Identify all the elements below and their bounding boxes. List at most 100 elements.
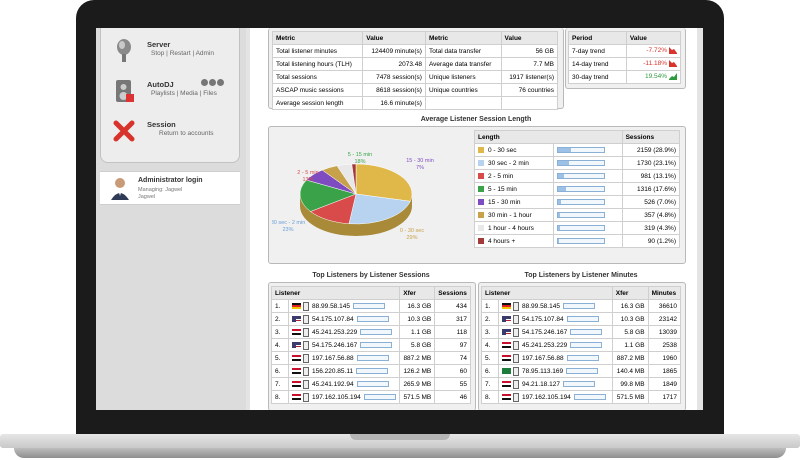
return-to-accounts-link[interactable]: Return to accounts	[159, 130, 214, 137]
country-flag-icon	[502, 329, 511, 335]
col-length: Length	[474, 130, 623, 144]
microphone-icon	[117, 39, 131, 62]
metric-value: 2073.48	[362, 57, 426, 71]
session-length-table: Length Sessions 0 - 30 sec 2159 (28.9%) 30…	[474, 130, 681, 248]
length-label: 0 - 30 sec	[488, 146, 517, 154]
listener-row: 5. 197.167.56.88 887.2 MB 1960	[481, 351, 682, 365]
metric-label: Unique listeners	[424, 70, 502, 84]
listener-row: 3. 54.175.246.167 5.8 GB 13039	[481, 325, 682, 339]
sidebar-item-links: Playlists | Media | Files	[151, 90, 217, 97]
listener-ip[interactable]: 197.162.105.194	[312, 393, 361, 401]
percent-bar-fill	[558, 199, 561, 204]
session-length-title: Average Listener Session Length	[420, 116, 532, 123]
listener-row: 7. 45.241.192.94 265.9 MB 55	[271, 377, 471, 391]
files-link[interactable]: Files	[203, 90, 217, 97]
listener-row: 4. 45.241.253.229 1.1 GB 2538	[481, 338, 682, 352]
length-label-cell: 5 - 15 min	[474, 182, 554, 196]
listener-bar	[562, 381, 595, 387]
listener-ip[interactable]: 54.175.246.167	[312, 341, 358, 349]
listener-ip[interactable]: 88.99.58.145	[312, 302, 350, 310]
length-bar-cell	[553, 221, 623, 235]
col-value: Value	[362, 31, 426, 45]
trend-down-icon	[669, 47, 677, 55]
listener-bar	[566, 355, 599, 361]
media-link[interactable]: Media	[180, 90, 198, 97]
listener-value: 46	[434, 390, 471, 404]
length-sessions: 357 (4.8%)	[621, 208, 681, 222]
listener-ip[interactable]: 45.241.192.94	[312, 380, 354, 388]
pie-percent: 7%	[416, 165, 424, 171]
country-flag-icon	[292, 303, 301, 309]
listener-cell: 88.99.58.145	[287, 299, 401, 313]
length-sessions: 319 (4.3%)	[621, 221, 681, 235]
listener-ip[interactable]: 78.95.113.169	[522, 367, 564, 375]
percent-bar-fill	[558, 186, 566, 191]
listener-cell: 156.220.85.11	[287, 364, 401, 378]
listener-ip[interactable]: 54.175.107.84	[522, 315, 564, 323]
listener-value: 23142	[647, 312, 682, 326]
listener-xfer: 10.3 GB	[399, 312, 436, 326]
listener-value: 1849	[647, 377, 682, 391]
skip-icon[interactable]	[217, 79, 224, 86]
device-icon	[303, 327, 309, 337]
admin-managing: Managing: Jagwel	[138, 187, 183, 193]
listener-ip[interactable]: 94.21.18.127	[522, 380, 560, 388]
col-xfer: Xfer	[611, 286, 649, 300]
listener-ip[interactable]: 197.162.105.194	[522, 393, 571, 401]
trend-value-cell: -7.72%	[625, 44, 682, 58]
listener-cell: 197.162.105.194	[498, 390, 613, 404]
rank: 7.	[481, 377, 499, 391]
listener-ip[interactable]: 45.241.253.229	[522, 341, 568, 349]
country-flag-icon	[502, 355, 511, 361]
percent-bar	[557, 224, 605, 231]
laptop-base	[0, 428, 800, 460]
listener-ip[interactable]: 197.167.56.88	[522, 354, 564, 362]
sidebar: Server Stop | Restart | Admin AutoDJ	[96, 28, 246, 410]
col-metric: Metric	[424, 31, 502, 45]
admin-link[interactable]: Admin	[195, 50, 215, 57]
pie-label: 15 - 30 min	[406, 158, 434, 164]
listener-cell: 78.95.113.169	[498, 364, 613, 378]
length-label-cell: 15 - 30 min	[474, 195, 554, 209]
pie-label: 2 - 5 min	[297, 170, 318, 176]
admin-account: Jagwel	[138, 194, 156, 200]
session-pie-chart: 5 - 15 min 18% 15 - 30 min 7% 2 - 5 min 13% 30…	[271, 148, 472, 258]
restart-link[interactable]: Restart	[169, 50, 191, 57]
listener-value: 60	[434, 364, 471, 378]
pause-icon[interactable]	[209, 79, 216, 86]
length-bar-cell	[553, 169, 623, 183]
col-period: Period	[568, 31, 627, 45]
percent-bar-fill	[558, 147, 571, 152]
listener-ip[interactable]: 88.99.58.145	[522, 302, 560, 310]
play-icon[interactable]	[201, 79, 208, 86]
pie-label: 0 - 30 sec	[400, 228, 424, 234]
length-label-cell: 4 hours +	[474, 234, 554, 248]
listener-ip[interactable]: 54.175.246.167	[522, 328, 568, 336]
listener-xfer: 887.2 MB	[399, 351, 436, 365]
rank: 6.	[481, 364, 499, 378]
stop-link[interactable]: Stop	[151, 50, 165, 57]
listener-bar	[566, 316, 599, 322]
listener-row: 7. 94.21.18.127 99.8 MB 1849	[481, 377, 682, 391]
device-icon	[513, 314, 519, 324]
trend-value-cell: -11.18%	[625, 57, 682, 71]
sidebar-item-autodj[interactable]: AutoDJ Playlists | Media | Files	[109, 78, 239, 108]
listener-ip[interactable]: 45.241.253.229	[312, 328, 358, 336]
listener-xfer: 99.8 MB	[611, 377, 649, 391]
metrics-row: Average session length 16.6 minute(s)	[271, 96, 559, 110]
rank: 2.	[481, 312, 499, 326]
metric-label: Unique countries	[424, 83, 502, 97]
device-icon	[303, 340, 309, 350]
listener-ip[interactable]: 54.175.107.84	[312, 315, 354, 323]
sidebar-item-server[interactable]: Server Stop | Restart | Admin	[109, 38, 239, 68]
listener-ip[interactable]: 197.167.56.88	[312, 354, 354, 362]
trend-value: -7.72%	[646, 47, 667, 55]
sidebar-item-session[interactable]: Session Return to accounts	[109, 118, 239, 148]
rank: 8.	[271, 390, 289, 404]
listener-ip[interactable]: 156.220.85.11	[312, 367, 354, 375]
country-flag-icon	[502, 303, 511, 309]
country-flag-icon	[502, 381, 511, 387]
session-length-row: 2 - 5 min 981 (13.1%)	[474, 169, 681, 183]
playlists-link[interactable]: Playlists	[151, 90, 175, 97]
pie-label: 5 - 15 min	[348, 152, 372, 158]
